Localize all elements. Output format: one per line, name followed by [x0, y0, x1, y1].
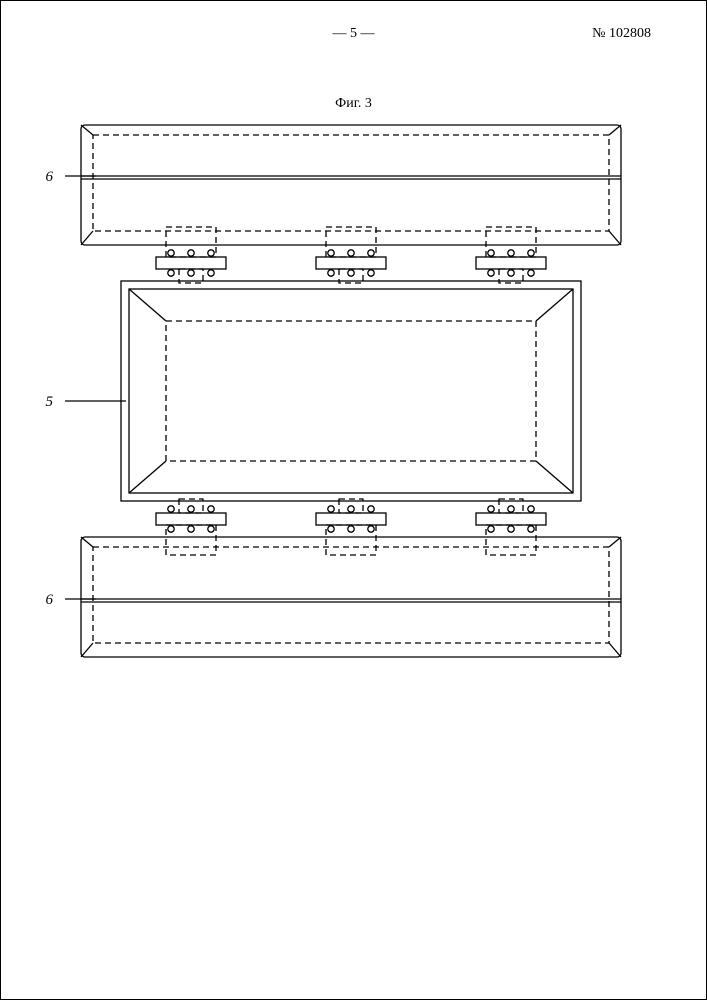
tray-inner [93, 547, 609, 643]
svg-text:6: 6 [46, 169, 54, 185]
figure-svg: 656 [71, 121, 631, 631]
figure-label: Фиг. 3 [335, 96, 372, 112]
tray-inner [93, 135, 609, 231]
document-number: № 102808 [592, 26, 651, 42]
page: — 5 — № 102808 Фиг. 3 656 [0, 0, 707, 1000]
svg-text:6: 6 [46, 592, 54, 608]
figure-drawing: 656 [71, 121, 631, 636]
page-number: — 5 — [333, 26, 375, 42]
svg-text:5: 5 [46, 394, 54, 410]
